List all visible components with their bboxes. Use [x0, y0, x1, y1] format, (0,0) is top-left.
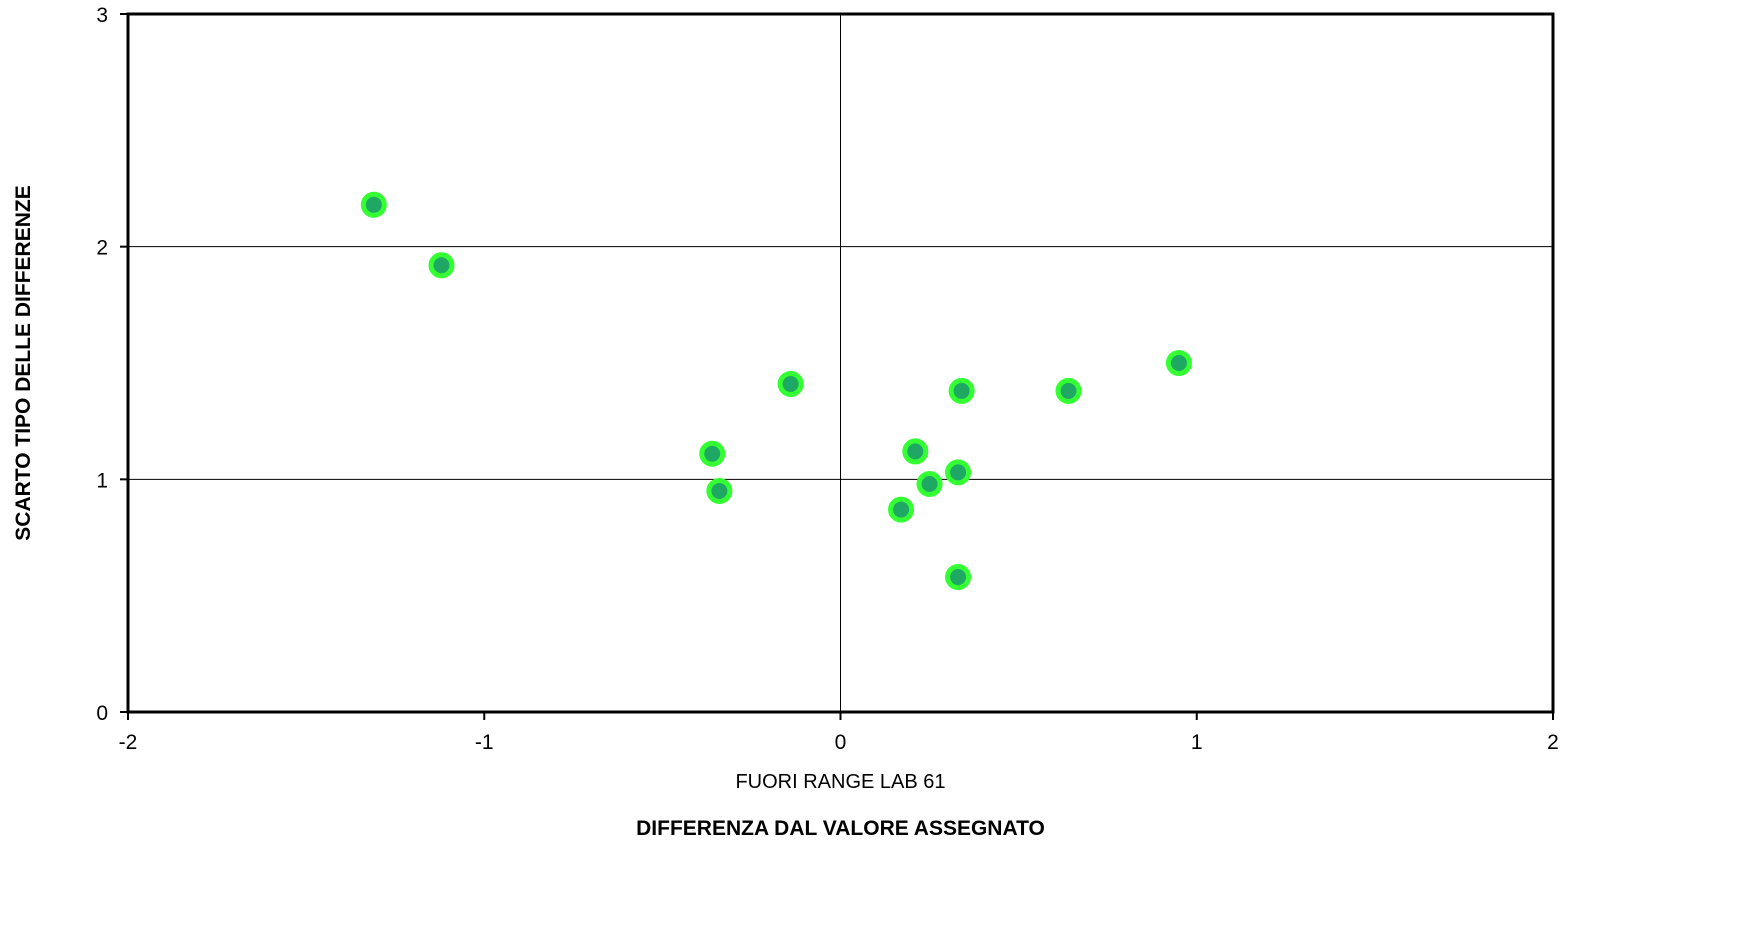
data-point: [706, 477, 733, 504]
data-points: [360, 191, 1192, 591]
x-tick-label: -1: [475, 731, 494, 754]
y-axis-title: SCARTO TIPO DELLE DIFFERENZE: [12, 185, 35, 540]
data-point: [948, 377, 975, 404]
data-point: [699, 440, 726, 467]
y-tick-label: 0: [96, 702, 108, 725]
x-tick-label: 1: [1191, 731, 1203, 754]
data-point: [888, 496, 915, 523]
x-tick-label: -2: [119, 731, 138, 754]
data-point: [945, 459, 972, 486]
data-point: [428, 252, 455, 279]
data-point: [902, 438, 929, 465]
data-point: [1165, 350, 1192, 376]
y-tick-label: 2: [96, 237, 108, 260]
data-point: [1055, 377, 1082, 404]
x-tick-label: 2: [1547, 731, 1559, 754]
y-tick-label: 1: [96, 469, 108, 492]
data-point: [916, 470, 943, 497]
x-tick-label: 0: [835, 731, 847, 754]
data-point: [945, 564, 972, 591]
x-axis-title: DIFFERENZA DAL VALORE ASSEGNATO: [636, 817, 1045, 840]
gridlines: [128, 14, 1553, 712]
data-point: [360, 191, 387, 218]
axis-ticks: -2 -1 0 1 2 0 1 2 3: [96, 4, 1559, 754]
data-point: [777, 370, 804, 397]
y-tick-label: 3: [96, 4, 108, 27]
chart-annotation: FUORI RANGE LAB 61: [735, 771, 945, 793]
